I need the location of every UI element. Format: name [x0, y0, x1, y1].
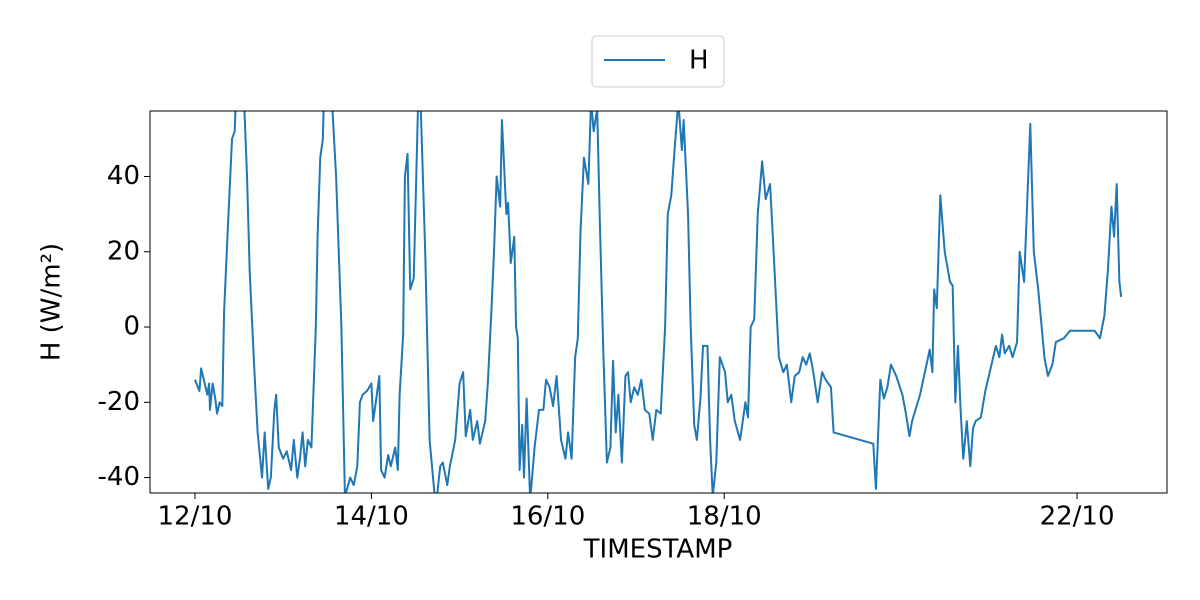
y-tick-label: 0	[123, 312, 140, 342]
data-line	[194, 111, 1123, 493]
y-tick-label: 20	[107, 236, 140, 266]
x-tick-label: 16/10	[510, 502, 585, 532]
x-tick-label: 18/10	[687, 502, 762, 532]
plot-frame	[149, 110, 1168, 494]
y-tick-label: -20	[98, 387, 140, 417]
x-tick-label: 14/10	[334, 502, 409, 532]
x-axis-label: TIMESTAMP	[583, 535, 733, 565]
legend-label: H	[689, 46, 709, 76]
legend-box	[591, 35, 725, 88]
y-tick-label: 40	[107, 161, 140, 191]
y-axis-label: H (W/m²)	[37, 243, 67, 361]
y-tick-label: -40	[98, 462, 140, 492]
x-tick-label: 12/10	[158, 502, 233, 532]
x-tick-label: 22/10	[1040, 502, 1115, 532]
